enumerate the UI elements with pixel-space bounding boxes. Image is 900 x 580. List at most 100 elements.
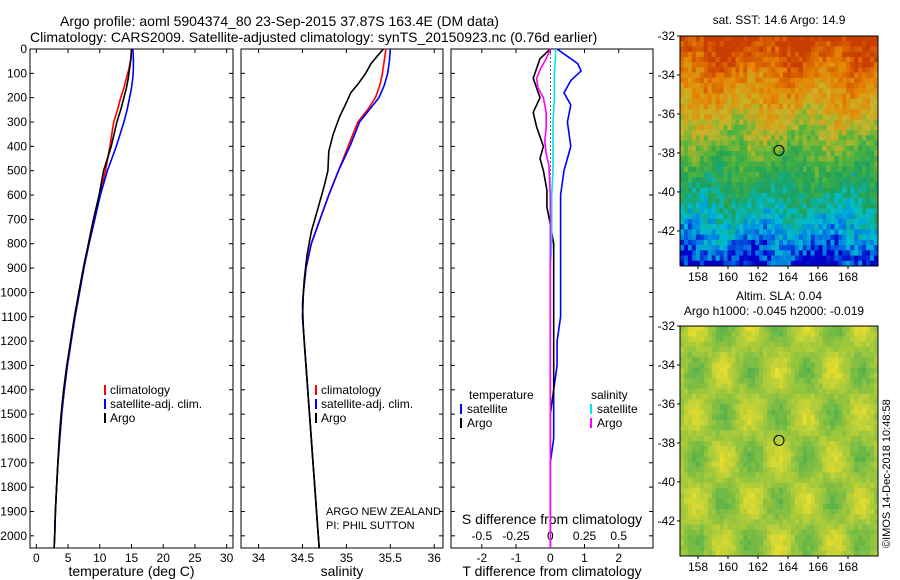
heatmap-cell	[743, 130, 748, 136]
heatmap-cell	[683, 140, 689, 147]
heatmap-cell	[775, 435, 780, 442]
heatmap-cell	[798, 373, 804, 379]
x-tick-label: 15	[125, 551, 139, 565]
heatmap-cell	[838, 109, 843, 115]
heatmap-cell	[786, 198, 792, 204]
heatmap-cell	[798, 472, 804, 478]
heatmap-cell	[719, 135, 724, 141]
heatmap-cell	[838, 420, 843, 426]
heatmap-cell	[751, 508, 756, 515]
heatmap-cell	[703, 56, 709, 63]
heatmap-cell	[834, 393, 839, 400]
heatmap-cell	[779, 130, 784, 136]
heatmap-cell	[818, 477, 823, 484]
heatmap-cell	[822, 467, 827, 473]
heatmap-cell	[723, 218, 728, 225]
heatmap-cell	[691, 503, 697, 510]
heatmap-cell	[691, 461, 697, 468]
heatmap-cell	[763, 503, 768, 510]
heatmap-cell	[830, 36, 835, 42]
heatmap-cell	[866, 62, 871, 68]
heatmap-cell	[731, 326, 736, 332]
heatmap-cell	[715, 336, 720, 342]
heatmap-cell	[747, 62, 752, 68]
heatmap-cell	[870, 441, 875, 447]
heatmap-cell	[703, 218, 709, 225]
heatmap-cell	[786, 103, 792, 110]
heatmap-cell	[798, 109, 804, 115]
heatmap-cell	[731, 545, 736, 552]
heatmap-cell	[858, 36, 863, 42]
heatmap-cell	[747, 493, 752, 499]
heatmap-cell	[711, 124, 716, 131]
heatmap-cell	[786, 229, 792, 235]
heatmap-cell	[687, 352, 693, 358]
heatmap-cell	[850, 346, 855, 353]
heatmap-cell	[715, 467, 720, 473]
heatmap-cell	[699, 208, 705, 215]
heatmap-cell	[691, 203, 697, 209]
heatmap-cell	[862, 213, 867, 220]
heatmap-cell	[723, 130, 728, 136]
heatmap-cell	[818, 88, 823, 94]
heatmap-cell	[846, 77, 851, 84]
heatmap-cell	[743, 441, 748, 447]
heatmap-cell	[790, 93, 796, 100]
heatmap-cell	[846, 446, 851, 452]
heatmap-cell	[687, 540, 693, 546]
heatmap-cell	[834, 451, 839, 457]
heatmap-cell	[751, 140, 756, 147]
heatmap-cell	[822, 77, 827, 84]
heatmap-cell	[854, 508, 859, 515]
heatmap-cell	[775, 550, 780, 557]
heatmap-cell	[794, 177, 800, 183]
heatmap-cell	[846, 187, 851, 194]
heatmap-cell	[707, 192, 712, 199]
heatmap-cell	[862, 524, 867, 531]
heatmap-cell	[842, 472, 847, 478]
heatmap-cell	[830, 461, 835, 468]
heatmap-cell	[719, 508, 724, 515]
heatmap-cell	[794, 156, 800, 162]
heatmap-cell	[680, 435, 685, 442]
x-tick-label: 162	[748, 560, 768, 574]
x-tick-label: 168	[838, 560, 858, 574]
heatmap-cell	[802, 51, 808, 58]
heatmap-cell	[735, 83, 740, 89]
heatmap-cell	[779, 367, 784, 374]
heatmap-cell	[779, 250, 784, 256]
heatmap-cell	[699, 508, 705, 515]
heatmap-cell	[794, 103, 800, 110]
heatmap-cell	[846, 229, 851, 235]
heatmap-cell	[850, 187, 855, 194]
heatmap-cell	[755, 472, 760, 478]
heatmap-cell	[806, 545, 811, 552]
heatmap-cell	[767, 414, 772, 421]
heatmap-cell	[759, 508, 764, 515]
heatmap-cell	[767, 393, 772, 400]
heatmap-cell	[870, 119, 875, 126]
heatmap-cell	[775, 41, 780, 47]
heatmap-cell	[822, 103, 827, 110]
heatmap-cell	[771, 503, 776, 510]
heatmap-cell	[846, 218, 851, 225]
heatmap-cell	[838, 239, 843, 246]
heatmap-cell	[842, 341, 847, 348]
heatmap-cell	[874, 98, 879, 105]
heatmap-cell	[834, 357, 839, 363]
heatmap-cell	[691, 535, 697, 541]
heatmap-cell	[798, 503, 804, 510]
heatmap-cell	[680, 535, 685, 541]
heatmap-cell	[874, 435, 879, 442]
heatmap-cell	[822, 341, 827, 348]
heatmap-cell	[826, 198, 831, 204]
heatmap-cell	[703, 378, 709, 384]
heatmap-cell	[691, 124, 697, 131]
heatmap-cell	[711, 514, 716, 520]
heatmap-cell	[870, 203, 875, 209]
heatmap-cell	[794, 393, 800, 400]
heatmap-cell	[680, 498, 685, 505]
heatmap-cell	[870, 446, 875, 452]
heatmap-cell	[862, 218, 867, 225]
heatmap-cell	[755, 140, 760, 147]
